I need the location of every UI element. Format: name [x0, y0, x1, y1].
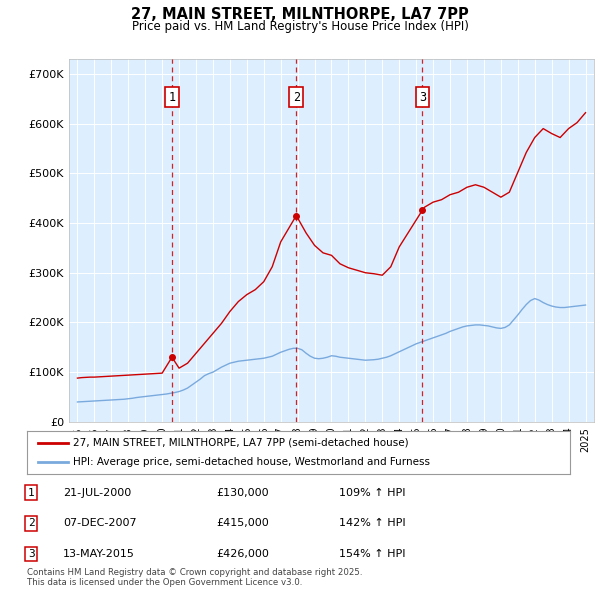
Text: 3: 3	[28, 549, 35, 559]
Text: 1: 1	[28, 488, 35, 497]
Text: 1: 1	[169, 91, 176, 104]
Text: 27, MAIN STREET, MILNTHORPE, LA7 7PP: 27, MAIN STREET, MILNTHORPE, LA7 7PP	[131, 7, 469, 22]
Text: £130,000: £130,000	[216, 488, 269, 497]
Text: 2: 2	[28, 519, 35, 528]
Text: HPI: Average price, semi-detached house, Westmorland and Furness: HPI: Average price, semi-detached house,…	[73, 457, 430, 467]
Text: 2: 2	[293, 91, 300, 104]
Text: 13-MAY-2015: 13-MAY-2015	[63, 549, 135, 559]
Text: £426,000: £426,000	[216, 549, 269, 559]
Text: 142% ↑ HPI: 142% ↑ HPI	[339, 519, 406, 528]
Text: £415,000: £415,000	[216, 519, 269, 528]
Text: 3: 3	[419, 91, 426, 104]
Text: 27, MAIN STREET, MILNTHORPE, LA7 7PP (semi-detached house): 27, MAIN STREET, MILNTHORPE, LA7 7PP (se…	[73, 438, 409, 448]
Text: Contains HM Land Registry data © Crown copyright and database right 2025.
This d: Contains HM Land Registry data © Crown c…	[27, 568, 362, 587]
Text: 109% ↑ HPI: 109% ↑ HPI	[339, 488, 406, 497]
Text: 154% ↑ HPI: 154% ↑ HPI	[339, 549, 406, 559]
Text: 21-JUL-2000: 21-JUL-2000	[63, 488, 131, 497]
Text: Price paid vs. HM Land Registry's House Price Index (HPI): Price paid vs. HM Land Registry's House …	[131, 20, 469, 33]
Text: 07-DEC-2007: 07-DEC-2007	[63, 519, 137, 528]
